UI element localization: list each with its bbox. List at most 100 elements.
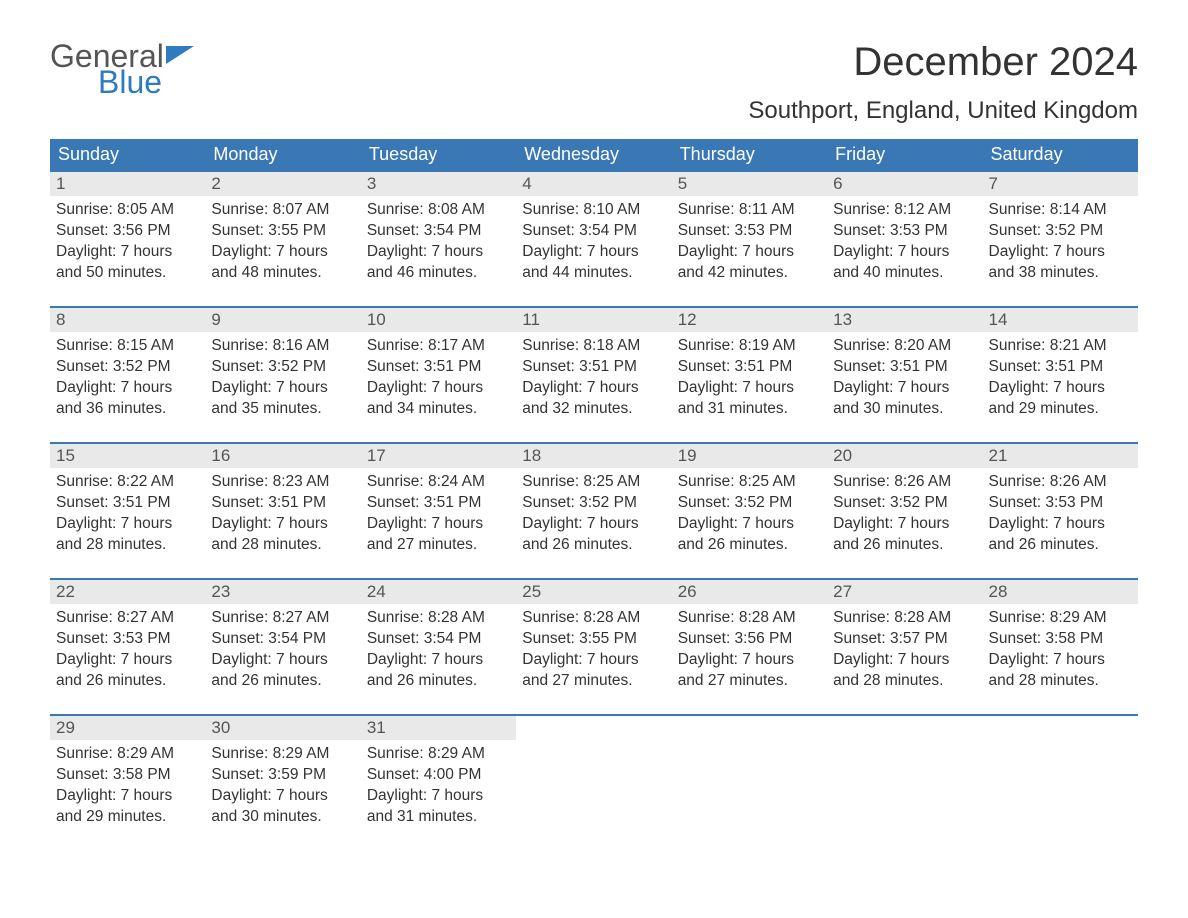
day-line: Daylight: 7 hours — [56, 242, 199, 263]
weeks-container: 1Sunrise: 8:05 AMSunset: 3:56 PMDaylight… — [50, 170, 1138, 850]
day-line: Sunrise: 8:08 AM — [367, 200, 510, 221]
day-line: Sunrise: 8:21 AM — [989, 336, 1132, 357]
day-line: Sunrise: 8:19 AM — [678, 336, 821, 357]
calendar-cell: 28Sunrise: 8:29 AMSunset: 3:58 PMDayligh… — [983, 580, 1138, 714]
day-line: Daylight: 7 hours — [211, 242, 354, 263]
day-number: 23 — [205, 580, 360, 604]
day-line: Sunrise: 8:18 AM — [522, 336, 665, 357]
day-line: Sunset: 3:54 PM — [367, 629, 510, 650]
calendar-cell: 9Sunrise: 8:16 AMSunset: 3:52 PMDaylight… — [205, 308, 360, 442]
day-line: and 26 minutes. — [56, 671, 199, 692]
calendar-cell: 1Sunrise: 8:05 AMSunset: 3:56 PMDaylight… — [50, 172, 205, 306]
day-line: Daylight: 7 hours — [367, 650, 510, 671]
day-line: Daylight: 7 hours — [56, 650, 199, 671]
calendar-cell: 8Sunrise: 8:15 AMSunset: 3:52 PMDaylight… — [50, 308, 205, 442]
day-line: Sunrise: 8:12 AM — [833, 200, 976, 221]
day-line: Daylight: 7 hours — [833, 514, 976, 535]
day-line: and 26 minutes. — [367, 671, 510, 692]
day-number: 26 — [672, 580, 827, 604]
day-line: Sunset: 3:58 PM — [56, 765, 199, 786]
day-line: Sunset: 3:56 PM — [56, 221, 199, 242]
day-line: Sunrise: 8:24 AM — [367, 472, 510, 493]
day-number: 29 — [50, 716, 205, 740]
calendar-cell: 30Sunrise: 8:29 AMSunset: 3:59 PMDayligh… — [205, 716, 360, 850]
day-line: Daylight: 7 hours — [367, 786, 510, 807]
day-body: Sunrise: 8:07 AMSunset: 3:55 PMDaylight:… — [205, 196, 360, 290]
day-body: Sunrise: 8:21 AMSunset: 3:51 PMDaylight:… — [983, 332, 1138, 426]
calendar-cell: 15Sunrise: 8:22 AMSunset: 3:51 PMDayligh… — [50, 444, 205, 578]
day-number: 22 — [50, 580, 205, 604]
day-line: Sunset: 3:54 PM — [367, 221, 510, 242]
calendar-cell: 26Sunrise: 8:28 AMSunset: 3:56 PMDayligh… — [672, 580, 827, 714]
calendar-cell: 10Sunrise: 8:17 AMSunset: 3:51 PMDayligh… — [361, 308, 516, 442]
day-body: Sunrise: 8:29 AMSunset: 3:58 PMDaylight:… — [983, 604, 1138, 698]
day-line: Sunset: 3:52 PM — [833, 493, 976, 514]
day-body: Sunrise: 8:25 AMSunset: 3:52 PMDaylight:… — [516, 468, 671, 562]
week-row: 15Sunrise: 8:22 AMSunset: 3:51 PMDayligh… — [50, 442, 1138, 578]
calendar-cell: 20Sunrise: 8:26 AMSunset: 3:52 PMDayligh… — [827, 444, 982, 578]
day-number: 21 — [983, 444, 1138, 468]
day-line: Sunrise: 8:29 AM — [211, 744, 354, 765]
day-number: 4 — [516, 172, 671, 196]
calendar-cell: 25Sunrise: 8:28 AMSunset: 3:55 PMDayligh… — [516, 580, 671, 714]
day-body: Sunrise: 8:12 AMSunset: 3:53 PMDaylight:… — [827, 196, 982, 290]
week-row: 29 Sunrise: 8:29 AM Sunset: 3:58 PM Dayligh… — [50, 714, 1138, 850]
day-line: and 27 minutes. — [522, 671, 665, 692]
day-body: Sunrise: 8:29 AMSunset: 3:59 PMDaylight:… — [205, 740, 360, 834]
day-line: and 38 minutes. — [989, 263, 1132, 284]
day-line: and 29 minutes. — [56, 807, 199, 828]
day-line: Sunrise: 8:29 AM — [367, 744, 510, 765]
calendar-cell: 31Sunrise: 8:29 AMSunset: 4:00 PMDayligh… — [361, 716, 516, 850]
week-row: 22Sunrise: 8:27 AMSunset: 3:53 PMDayligh… — [50, 578, 1138, 714]
calendar-cell — [672, 716, 827, 850]
calendar-cell: 3Sunrise: 8:08 AMSunset: 3:54 PMDaylight… — [361, 172, 516, 306]
day-line: Sunrise: 8:11 AM — [678, 200, 821, 221]
day-line: and 36 minutes. — [56, 399, 199, 420]
day-line: Sunset: 3:51 PM — [56, 493, 199, 514]
day-line: Daylight: 7 hours — [989, 650, 1132, 671]
day-body: Sunrise: 8:26 AMSunset: 3:53 PMDaylight:… — [983, 468, 1138, 562]
day-number: 6 — [827, 172, 982, 196]
header: General Blue December 2024 Southport, En… — [50, 40, 1138, 125]
calendar-cell: 2Sunrise: 8:07 AMSunset: 3:55 PMDaylight… — [205, 172, 360, 306]
day-number: 16 — [205, 444, 360, 468]
day-line: Sunrise: 8:27 AM — [56, 608, 199, 629]
day-line: Sunset: 3:57 PM — [833, 629, 976, 650]
day-line: Sunrise: 8:28 AM — [833, 608, 976, 629]
day-line: and 50 minutes. — [56, 263, 199, 284]
day-line: Daylight: 7 hours — [833, 378, 976, 399]
day-line: Sunset: 3:51 PM — [211, 493, 354, 514]
calendar-cell: 7Sunrise: 8:14 AMSunset: 3:52 PMDaylight… — [983, 172, 1138, 306]
day-line: Sunset: 3:51 PM — [833, 357, 976, 378]
day-number: 24 — [361, 580, 516, 604]
day-line: Sunset: 3:51 PM — [989, 357, 1132, 378]
day-body: Sunrise: 8:27 AMSunset: 3:53 PMDaylight:… — [50, 604, 205, 698]
day-line: and 42 minutes. — [678, 263, 821, 284]
day-line: Sunset: 3:52 PM — [211, 357, 354, 378]
day-number: 15 — [50, 444, 205, 468]
day-line: and 26 minutes. — [522, 535, 665, 556]
day-line: and 26 minutes. — [211, 671, 354, 692]
logo-flag-icon — [166, 46, 194, 66]
day-line: Daylight: 7 hours — [522, 378, 665, 399]
day-line: and 28 minutes. — [989, 671, 1132, 692]
day-body: Sunrise: 8:17 AMSunset: 3:51 PMDaylight:… — [361, 332, 516, 426]
day-line: Sunset: 3:52 PM — [56, 357, 199, 378]
day-line: Daylight: 7 hours — [522, 514, 665, 535]
day-line: and 31 minutes. — [367, 807, 510, 828]
day-body: Sunrise: 8:25 AMSunset: 3:52 PMDaylight:… — [672, 468, 827, 562]
day-number: 20 — [827, 444, 982, 468]
calendar-cell: 18Sunrise: 8:25 AMSunset: 3:52 PMDayligh… — [516, 444, 671, 578]
calendar-cell: 13Sunrise: 8:20 AMSunset: 3:51 PMDayligh… — [827, 308, 982, 442]
day-number-empty — [672, 716, 827, 740]
day-line: Sunrise: 8:25 AM — [522, 472, 665, 493]
day-line: Sunrise: 8:26 AM — [989, 472, 1132, 493]
day-line: Daylight: 7 hours — [678, 378, 821, 399]
dayhead-fri: Friday — [827, 139, 982, 170]
day-body: Sunrise: 8:22 AMSunset: 3:51 PMDaylight:… — [50, 468, 205, 562]
day-body: Sunrise: 8:28 AMSunset: 3:54 PMDaylight:… — [361, 604, 516, 698]
day-line: Sunset: 3:53 PM — [833, 221, 976, 242]
day-line: and 28 minutes. — [56, 535, 199, 556]
day-number: 12 — [672, 308, 827, 332]
day-line: Sunrise: 8:27 AM — [211, 608, 354, 629]
